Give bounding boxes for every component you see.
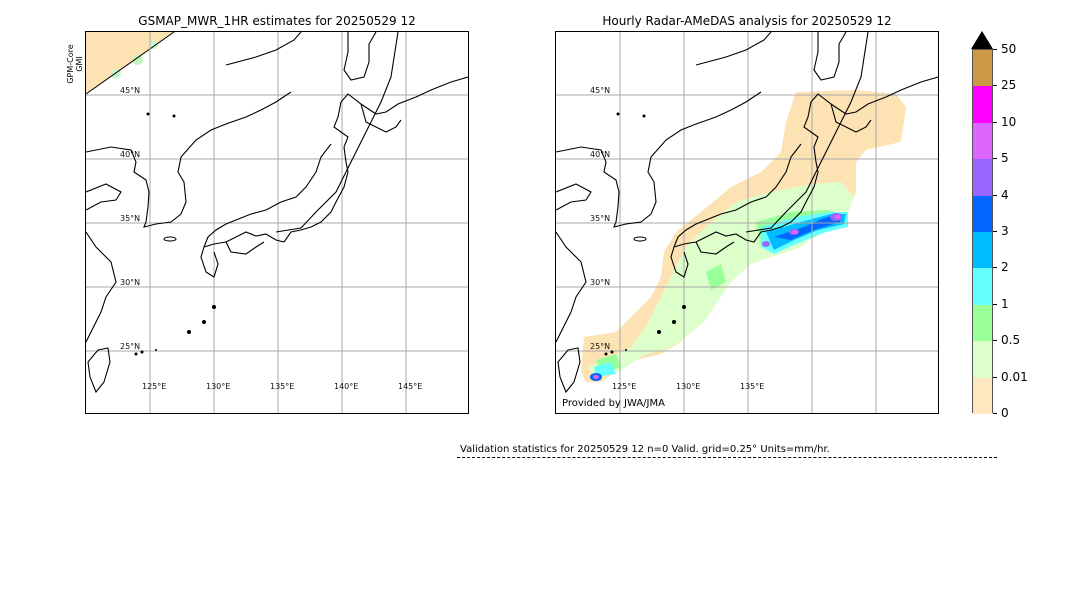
lat-label-40: 40°N [590, 150, 611, 159]
colorbar-label-50: 50 [1001, 42, 1017, 56]
sensor-line-1: GPM-Core [66, 44, 75, 84]
lon-label-125: 125°E [612, 382, 637, 391]
lon-label-135: 135°E [740, 382, 765, 391]
lat-label-45: 45°N [590, 86, 611, 95]
lat-label-30: 30°N [590, 278, 611, 287]
colorbar-seg-3-4 [973, 195, 992, 232]
colorbar-tick [993, 49, 997, 50]
colorbar-label-10: 10 [1001, 115, 1017, 129]
lon-label-145: 145°E [398, 382, 423, 391]
colorbar-tick [993, 195, 997, 196]
colorbar-seg-25-50 [973, 50, 992, 87]
colorbar-tick [993, 377, 997, 378]
left-panel-title: GSMAP_MWR_1HR estimates for 20250529 12 [138, 14, 416, 28]
lon-label-130: 130°E [206, 382, 231, 391]
colorbar-tick [993, 340, 997, 341]
colorbar-extend-arrow [971, 31, 993, 49]
colorbar-label-2: 2 [1001, 260, 1009, 274]
colorbar-seg-2-3 [973, 232, 992, 269]
satellite-sensor-label: GPM-Core GMI [66, 34, 84, 94]
colorbar [972, 49, 993, 414]
colorbar-seg-0.5-1 [973, 304, 992, 342]
colorbar-tick [993, 304, 997, 305]
colorbar-label-3: 3 [1001, 224, 1009, 238]
islands [604, 112, 686, 356]
graticule [86, 32, 468, 413]
colorbar-tick [993, 158, 997, 159]
colorbar-tick [993, 85, 997, 86]
colorbar-seg-5-10 [973, 122, 992, 160]
coastlines [86, 32, 468, 394]
graticule [556, 32, 938, 413]
colorbar-seg-0.01-0.5 [973, 341, 992, 378]
colorbar-seg-4-5 [973, 159, 992, 196]
lon-label-130: 130°E [676, 382, 701, 391]
data-credit: Provided by JWA/JMA [562, 398, 665, 409]
lat-label-35: 35°N [120, 214, 141, 223]
sensor-line-2: GMI [75, 56, 84, 72]
stats-divider [457, 457, 997, 458]
colorbar-label-0.01: 0.01 [1001, 370, 1028, 384]
right-panel-title: Hourly Radar-AMeDAS analysis for 2025052… [602, 14, 892, 28]
right-map-svg [556, 32, 938, 413]
lat-label-30: 30°N [120, 278, 141, 287]
colorbar-label-0.5: 0.5 [1001, 333, 1021, 347]
right-map: 45°N 40°N 35°N 30°N 25°N 125°E 130°E 135… [555, 31, 939, 414]
lon-label-125: 125°E [142, 382, 167, 391]
colorbar-seg-0-0.01 [973, 377, 992, 414]
left-map-svg [86, 32, 468, 413]
lat-label-25: 25°N [120, 342, 141, 351]
colorbar-label-5: 5 [1001, 151, 1009, 165]
coastlines [556, 32, 938, 394]
colorbar-label-0: 0 [1001, 406, 1009, 420]
colorbar-seg-1-2 [973, 268, 992, 305]
colorbar-label-1: 1 [1001, 297, 1009, 311]
colorbar-label-4: 4 [1001, 188, 1009, 202]
lat-label-40: 40°N [120, 150, 141, 159]
validation-statistics: Validation statistics for 20250529 12 n=… [460, 444, 830, 455]
lat-label-25: 25°N [590, 342, 611, 351]
colorbar-tick [993, 413, 997, 414]
islands [134, 112, 216, 356]
colorbar-tick [993, 231, 997, 232]
lat-label-35: 35°N [590, 214, 611, 223]
lat-label-45: 45°N [120, 86, 141, 95]
lon-label-140: 140°E [334, 382, 359, 391]
colorbar-seg-10-25 [973, 86, 992, 123]
lon-label-135: 135°E [270, 382, 295, 391]
colorbar-label-25: 25 [1001, 78, 1017, 92]
left-map: 45°N 40°N 35°N 30°N 25°N 125°E 130°E 135… [85, 31, 469, 414]
colorbar-tick [993, 122, 997, 123]
colorbar-tick [993, 267, 997, 268]
